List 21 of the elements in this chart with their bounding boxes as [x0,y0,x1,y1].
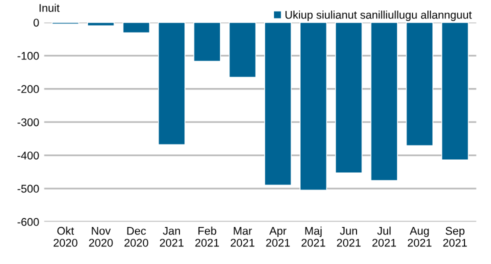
x-tick-label: Jun 2021 [336,227,361,247]
x-tick-label: Nov 2020 [89,227,113,247]
legend-label: Ukiup siulianut sanilliullugu allannguut [286,10,472,21]
y-tick-label: -100 [18,52,39,60]
x-tick-label: Mar 2021 [230,227,254,247]
x-tick-label: Okt 2020 [54,226,78,247]
x-tick-label: Dec 2020 [124,227,148,247]
x-tick-label: Jan 2021 [160,227,184,247]
x-tick-label: Aug 2021 [408,227,432,247]
y-tick-label: -600 [18,218,39,226]
x-tick-label: Apr 2021 [266,227,290,247]
y-tick-label: 0 [34,18,39,27]
y-tick-label: -200 [18,85,39,94]
x-tick-label: Jul 2021 [372,226,396,247]
y-tick-label: -400 [18,152,39,160]
x-tick-label: Sep 2021 [443,226,467,247]
x-tick-label: Maj 2021 [302,226,326,247]
y-tick-label: -300 [18,118,39,126]
y-tick-label: -500 [18,184,39,193]
x-tick-label: Feb 2021 [195,226,219,247]
y-axis-title: Inuit [40,4,60,12]
